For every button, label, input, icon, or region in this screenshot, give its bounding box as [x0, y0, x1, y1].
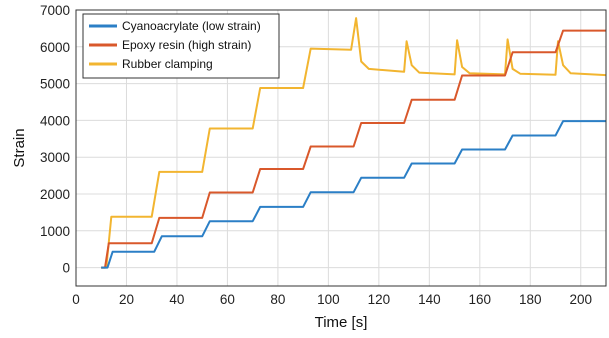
- series-line-cyanoacrylate: [101, 120, 606, 269]
- legend: Cyanoacrylate (low strain) Epoxy resin (…: [82, 13, 280, 79]
- y-tick-label: 4000: [40, 113, 70, 128]
- x-tick-label: 180: [519, 292, 542, 307]
- y-tick-label: 5000: [40, 77, 70, 92]
- legend-label-cyanoacrylate: Cyanoacrylate (low strain): [122, 19, 261, 33]
- y-tick-label: 6000: [40, 40, 70, 55]
- x-tick-label: 120: [368, 292, 391, 307]
- y-axis-title: Strain: [11, 128, 28, 167]
- y-tick-label: 3000: [40, 150, 70, 165]
- plot-frame: [75, 9, 607, 287]
- x-tick-label: 60: [220, 292, 235, 307]
- grid: [75, 9, 606, 286]
- series-line-rubber: [101, 17, 607, 269]
- tick-labels: 0 20 40 60 80 100 120 140 160 180 2000100020003000…: [40, 3, 592, 307]
- y-tick-label: 1000: [40, 224, 70, 239]
- x-tick-label: 140: [418, 292, 441, 307]
- x-tick-label: 100: [317, 292, 340, 307]
- x-tick-label: 80: [270, 292, 285, 307]
- y-tick-label: 7000: [40, 3, 70, 18]
- x-tick-label: 0: [72, 292, 80, 307]
- legend-label-epoxy: Epoxy resin (high strain): [122, 38, 251, 52]
- series-lines: [101, 17, 607, 269]
- series-line-epoxy: [101, 29, 606, 269]
- legend-label-rubber: Rubber clamping: [122, 57, 213, 71]
- x-tick-label: 20: [119, 292, 134, 307]
- x-tick-label: 40: [169, 292, 184, 307]
- y-tick-label: 2000: [40, 187, 70, 202]
- x-tick-label: 200: [569, 292, 592, 307]
- x-tick-label: 160: [469, 292, 492, 307]
- y-tick-label: 0: [62, 261, 70, 276]
- x-axis-title: Time [s]: [315, 314, 368, 331]
